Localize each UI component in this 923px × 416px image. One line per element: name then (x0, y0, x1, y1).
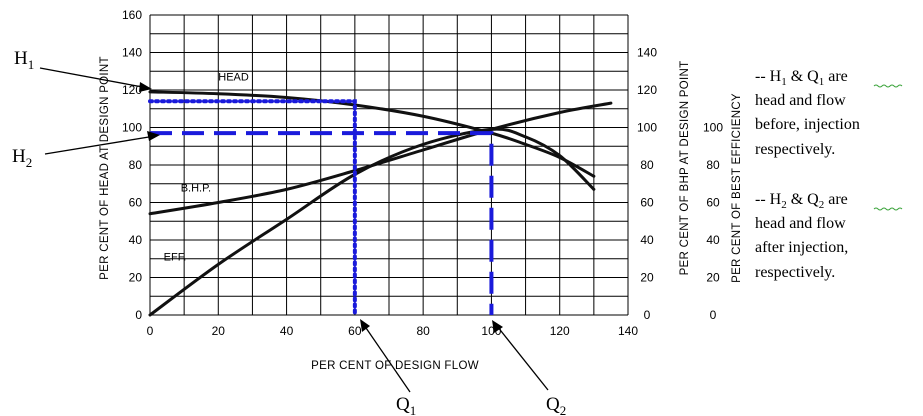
x-axis-title: PER CENT OF DESIGN FLOW (311, 360, 479, 372)
y-left-tick-80: 80 (129, 158, 143, 172)
y-eff-tick-40: 40 (706, 233, 720, 247)
q1-callout: Q1 (396, 394, 416, 416)
svg-text:head and flow: head and flow (755, 215, 846, 232)
y-left-tick-0: 0 (135, 308, 142, 322)
y-axis-title-left: PER CENT OF HEAD AT DESIGN POINT (99, 56, 111, 280)
y-left-tick-40: 40 (129, 233, 143, 247)
y-bhp-tick-20: 20 (640, 271, 654, 285)
svg-text:before, injection: before, injection (755, 116, 860, 133)
q2-arrow (492, 320, 549, 391)
svg-text:respectively.: respectively. (755, 264, 835, 281)
y-eff-tick-80: 80 (706, 158, 720, 172)
y-eff-tick-20: 20 (706, 271, 720, 285)
h2-q2-dashed-line (150, 131, 494, 315)
curve-label-bhp: B.H.P. (181, 182, 211, 194)
y-bhp-tick-120: 120 (637, 83, 657, 97)
curve-eff (148, 127, 596, 317)
curve-bhp (148, 101, 613, 216)
x-tick-120: 120 (550, 324, 570, 338)
x-tick-20: 20 (212, 324, 226, 338)
y-bhp-tick-80: 80 (640, 158, 654, 172)
svg-text:-- H2 & Q2 are: -- H2 & Q2 are (755, 191, 848, 211)
y-bhp-tick-40: 40 (640, 233, 654, 247)
h2-arrow (44, 131, 160, 155)
x-tick-80: 80 (416, 324, 430, 338)
svg-text:head and flow: head and flow (755, 92, 846, 109)
y-bhp-tick-0: 0 (644, 308, 651, 322)
grid (149, 14, 629, 316)
q2-callout: Q2 (546, 394, 566, 416)
svg-text:after injection,: after injection, (755, 239, 848, 256)
h2-callout: H2 (12, 146, 32, 170)
y-left-tick-60: 60 (129, 196, 143, 210)
y-bhp-tick-100: 100 (637, 121, 657, 135)
h1-arrow (39, 67, 152, 92)
h1-callout: H1 (14, 48, 34, 72)
note-after-injection: -- H2 & Q2 are head and flow after injec… (755, 191, 903, 281)
y-axis-title-eff: PER CENT OF BEST EFFICIENCY (731, 93, 743, 283)
x-tick-40: 40 (280, 324, 294, 338)
markers (148, 99, 494, 317)
y-left-tick-160: 160 (122, 8, 142, 22)
y-left-tick-100: 100 (122, 121, 142, 135)
x-tick-0: 0 (147, 324, 154, 338)
curve-label-eff: EFF. (164, 252, 187, 264)
svg-text:-- H1 & Q1 are: -- H1 & Q1 are (755, 68, 848, 88)
y-eff-tick-100: 100 (703, 121, 723, 135)
curve-label-head: HEAD (218, 72, 249, 84)
y-left-tick-20: 20 (129, 271, 143, 285)
y-left-tick-140: 140 (122, 46, 142, 60)
svg-text:respectively.: respectively. (755, 141, 835, 158)
y-eff-tick-60: 60 (706, 196, 720, 210)
y-bhp-tick-60: 60 (640, 196, 654, 210)
y-eff-tick-0: 0 (710, 308, 717, 322)
y-axis-title-bhp: PER CENT OF BHP AT DESIGN POINT (679, 61, 691, 276)
tick-labels: 0 20 40 60 80 100 120 140 0 20 40 60 80 100 120 140 160 0… (122, 8, 723, 338)
curves: HEAD B.H.P. EFF. (148, 72, 613, 317)
x-tick-60: 60 (348, 324, 362, 338)
h1-q1-dotted-line (148, 99, 357, 317)
curve-head (148, 90, 596, 178)
x-tick-140: 140 (618, 324, 638, 338)
y-bhp-tick-140: 140 (637, 46, 657, 60)
q1-arrow (360, 319, 411, 393)
note-before-injection: -- H1 & Q1 are head and flow before, inj… (755, 68, 903, 158)
